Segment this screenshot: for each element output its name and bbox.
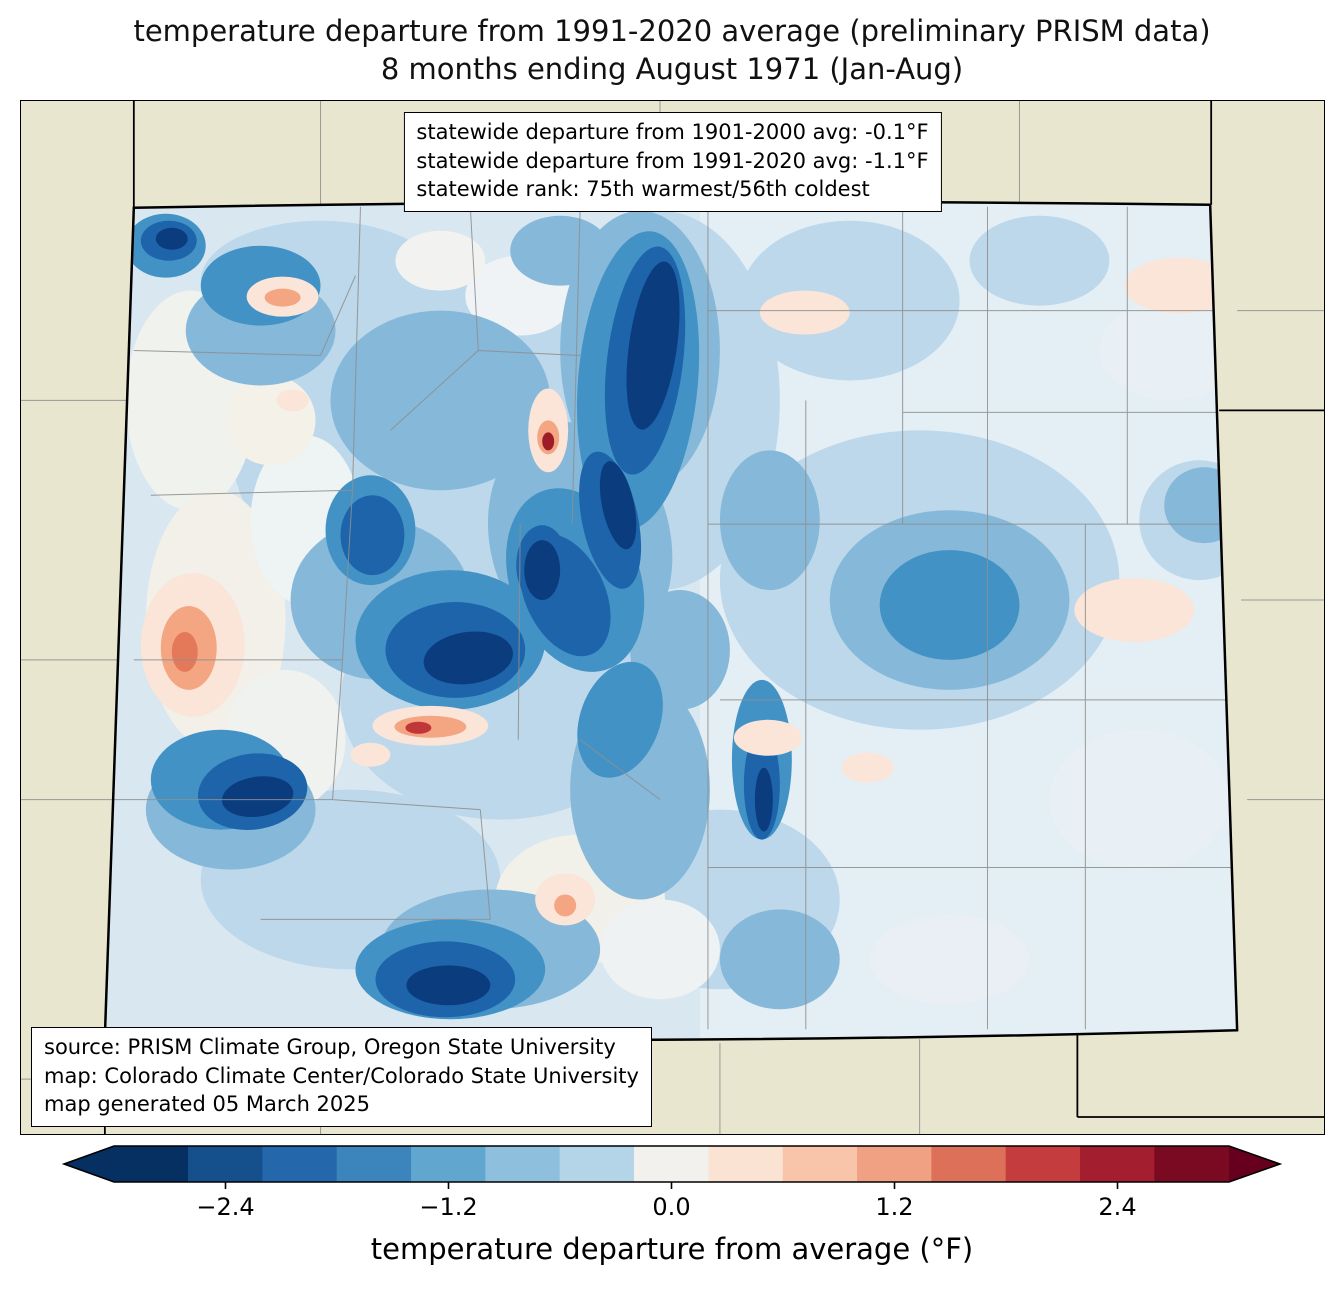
source-line-1: source: PRISM Climate Group, Oregon Stat… — [44, 1035, 616, 1060]
colorado-map — [21, 101, 1324, 1134]
map-axes: statewide departure from 1901-2000 avg: … — [20, 100, 1325, 1135]
stats-line-2: statewide departure from 1991-2020 avg: … — [416, 148, 929, 173]
colorbar-tick-label: 0.0 — [652, 1193, 691, 1221]
colorbar-tick-labels: −2.4 −1.2 0.0 1.2 2.4 — [62, 1191, 1282, 1223]
statewide-stats-box: statewide departure from 1901-2000 avg: … — [403, 112, 942, 212]
stats-line-3: statewide rank: 75th warmest/56th coldes… — [416, 177, 870, 202]
colorbar-bar — [62, 1145, 1282, 1189]
source-line-2: map: Colorado Climate Center/Colorado St… — [44, 1063, 639, 1088]
title-line-1: temperature departure from 1991-2020 ave… — [133, 14, 1211, 48]
source-line-3: map generated 05 March 2025 — [44, 1092, 371, 1117]
colorbar: −2.4 −1.2 0.0 1.2 2.4 — [62, 1145, 1282, 1223]
colorbar-axis-label: temperature departure from average (°F) — [370, 1232, 974, 1266]
warm-anomaly-spots — [140, 257, 1235, 926]
stats-line-1: statewide departure from 1901-2000 avg: … — [416, 120, 929, 144]
temperature-anomaly-field — [104, 201, 1238, 1041]
colorbar-tick-label: −2.4 — [196, 1193, 255, 1221]
source-attribution-box: source: PRISM Climate Group, Oregon Stat… — [31, 1027, 652, 1127]
figure-title: temperature departure from 1991-2020 ave… — [0, 12, 1344, 89]
colorbar-tick-label: −1.2 — [419, 1193, 478, 1221]
colorbar-tick-label: 1.2 — [875, 1193, 914, 1221]
title-line-2: 8 months ending August 1971 (Jan-Aug) — [380, 52, 964, 87]
colorbar-tick-label: 2.4 — [1098, 1193, 1137, 1221]
county-boundaries — [104, 206, 1235, 1030]
